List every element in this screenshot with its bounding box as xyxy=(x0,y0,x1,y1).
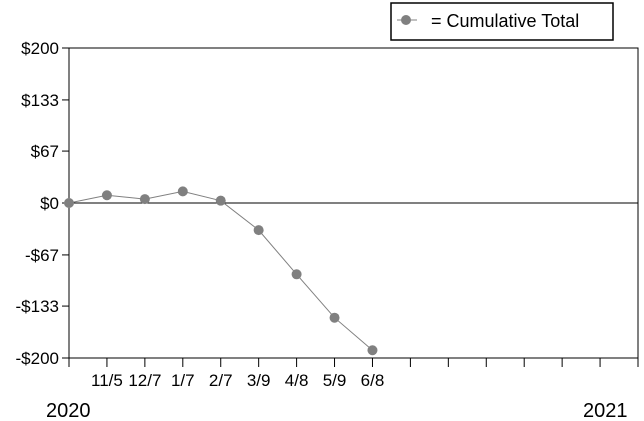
legend: = Cumulative Total xyxy=(390,2,614,41)
y-tick-label: -$67 xyxy=(25,246,59,265)
legend-swatch-marker xyxy=(401,15,411,25)
x-tick-label: 1/7 xyxy=(171,371,195,390)
x-axis-ticks: 11/5 12/7 1/7 2/7 3/9 4/8 5/9 6/8 xyxy=(68,358,639,390)
x-tick-label: 6/8 xyxy=(361,371,385,390)
y-tick-label: -$133 xyxy=(16,297,59,316)
y-tick-label: -$200 xyxy=(16,349,59,368)
year-label-start: 2020 xyxy=(46,400,91,421)
data-point xyxy=(101,190,112,201)
y-tick-label: $133 xyxy=(21,91,59,110)
data-point xyxy=(139,194,150,205)
x-tick-label: 4/8 xyxy=(285,371,309,390)
y-tick-label: $67 xyxy=(31,142,59,161)
legend-box xyxy=(390,2,614,41)
series-line xyxy=(68,190,373,351)
data-point xyxy=(291,269,302,280)
y-axis-ticks: $200 $133 $67 $0 -$67 -$133 -$200 xyxy=(16,39,69,368)
data-point xyxy=(367,345,378,356)
y-tick-label: $0 xyxy=(40,194,59,213)
x-tick-label: 5/9 xyxy=(323,371,347,390)
data-point xyxy=(329,312,340,323)
x-tick-label: 2/7 xyxy=(209,371,233,390)
data-point xyxy=(64,198,74,208)
data-point xyxy=(177,186,188,197)
legend-label: = Cumulative Total xyxy=(431,11,579,31)
y-tick-label: $200 xyxy=(21,39,59,58)
data-point xyxy=(253,225,264,236)
series-layer xyxy=(64,186,378,356)
x-tick-label: 11/5 xyxy=(91,371,123,390)
x-tick-label: 12/7 xyxy=(128,371,161,390)
year-label-end: 2021 xyxy=(583,400,628,421)
data-point xyxy=(215,195,226,206)
x-tick-label: 3/9 xyxy=(247,371,271,390)
